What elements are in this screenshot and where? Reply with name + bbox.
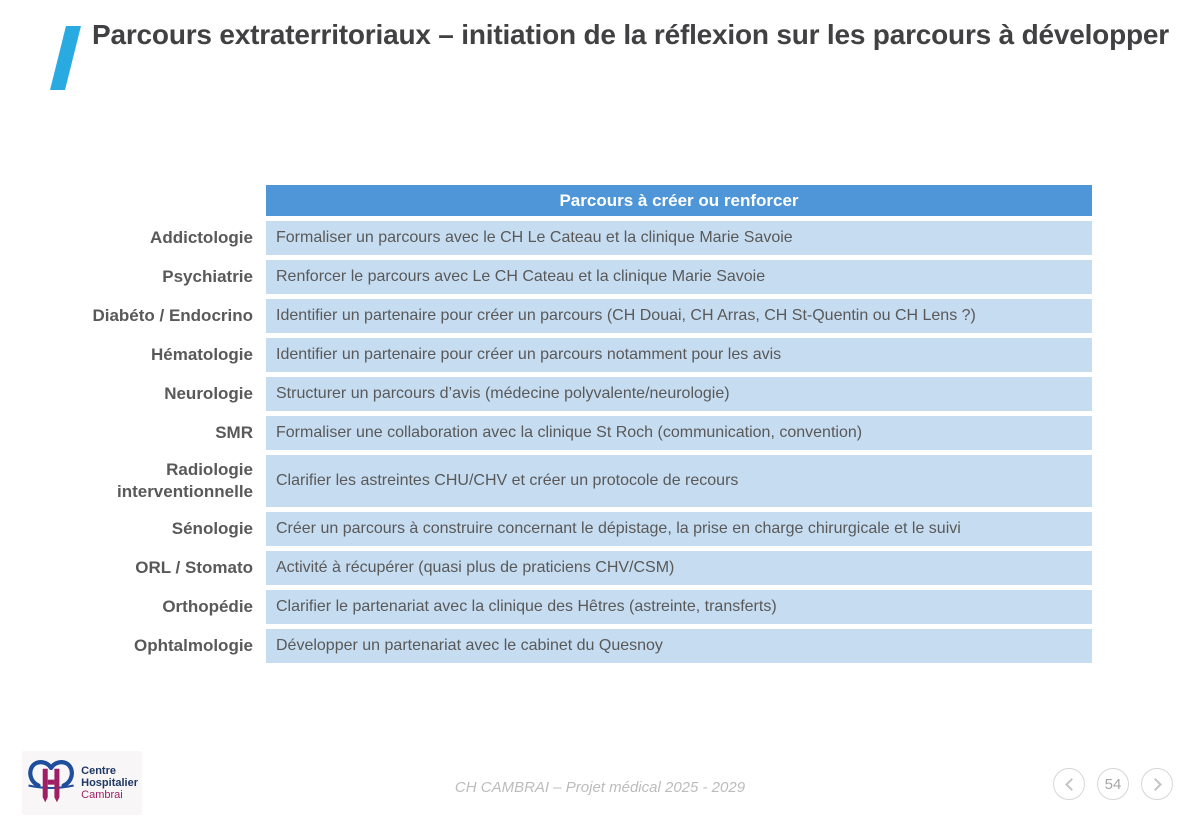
row-label: Hématologie [150,344,253,364]
row-label: SMR [215,422,253,442]
page-title: Parcours extraterritoriaux – initiation … [92,19,1169,50]
chevron-right-icon [1148,777,1162,791]
row-action: Identifier un partenaire pour créer un p… [266,338,1092,372]
page-number-badge: 54 [1097,768,1129,800]
logo-line-1: Centre [81,764,116,777]
table-row: Ophtalmologie Développer un partenariat … [68,629,1092,663]
row-label: Orthopédie [162,596,253,616]
page-number: 54 [1104,775,1122,793]
row-action: Développer un partenariat avec le cabine… [266,629,1092,663]
table-row: Diabéto / Endocrino Identifier un parten… [68,299,1092,333]
table-row: ORL / Stomato Activité à récupérer (quas… [68,551,1092,585]
row-action: Structurer un parcours d’avis (médecine … [266,377,1092,411]
table-header-cell: Parcours à créer ou renforcer [266,185,1092,216]
table-header-row: Parcours à créer ou renforcer [68,185,1092,216]
row-action: Clarifier les astreintes CHU/CHV et crée… [266,455,1092,507]
row-action: Formaliser un parcours avec le CH Le Cat… [266,221,1092,255]
row-label: Ophtalmologie [134,635,253,655]
table-header-spacer [68,185,266,216]
table-row: Radiologie interventionnelle Clarifier l… [68,455,1092,507]
heart-h-logo-icon [28,760,74,803]
row-action: Formaliser une collaboration avec la cli… [266,416,1092,450]
row-label: Diabéto / Endocrino [92,305,253,325]
table-row: SMR Formaliser une collaboration avec la… [68,416,1092,450]
footer-caption: CH CAMBRAI – Projet médical 2025 - 2029 [454,779,746,796]
title-accent-slash [50,26,81,90]
row-action: Créer un parcours à construire concernan… [266,512,1092,546]
row-label: Radiologie interventionnelle [116,459,253,501]
row-label: ORL / Stomato [135,557,253,577]
row-action: Activité à récupérer (quasi plus de prat… [266,551,1092,585]
table-row: Orthopédie Clarifier le partenariat avec… [68,590,1092,624]
table-row: Addictologie Formaliser un parcours avec… [68,221,1092,255]
prev-page-button[interactable] [1053,768,1085,800]
next-page-button[interactable] [1141,768,1173,800]
table-row: Psychiatrie Renforcer le parcours avec L… [68,260,1092,294]
table-row: Sénologie Créer un parcours à construire… [68,512,1092,546]
row-action: Identifier un partenaire pour créer un p… [266,299,1092,333]
row-action: Renforcer le parcours avec Le CH Cateau … [266,260,1092,294]
row-label: Sénologie [171,518,253,538]
table-row: Neurologie Structurer un parcours d’avis… [68,377,1092,411]
chevron-left-icon [1064,777,1078,791]
logo-text: Centre Hospitalier Cambrai [81,765,138,802]
table-row: Hématologie Identifier un partenaire pou… [68,338,1092,372]
logo-line-2: Hospitalier [81,776,138,789]
row-label: Neurologie [164,383,253,403]
logo-line-3: Cambrai [81,789,123,802]
pager: 54 [1053,768,1173,800]
hospital-logo: Centre Hospitalier Cambrai [22,751,142,815]
row-action: Clarifier le partenariat avec la cliniqu… [266,590,1092,624]
row-label: Addictologie [150,227,253,247]
pathways-table: Parcours à créer ou renforcer Addictolog… [68,185,1092,663]
row-label: Psychiatrie [162,266,253,286]
